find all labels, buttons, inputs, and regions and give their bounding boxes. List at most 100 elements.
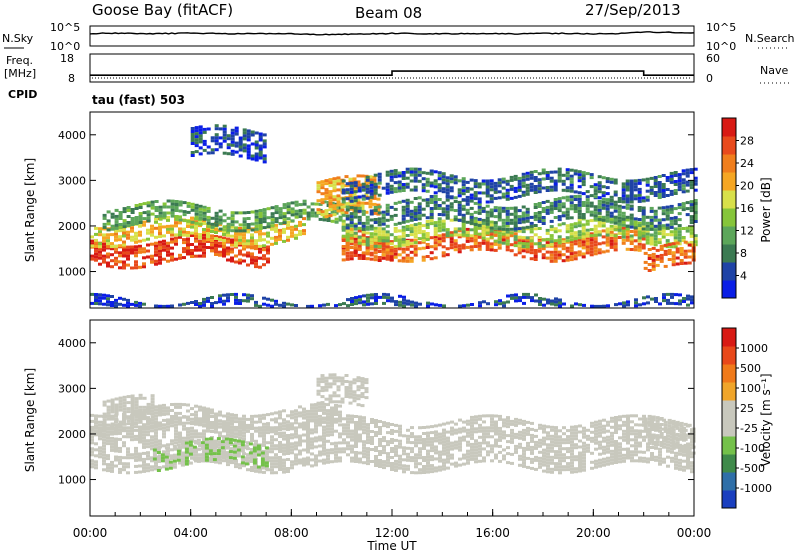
heatmap-cell bbox=[610, 443, 614, 447]
heatmap-cell bbox=[230, 220, 235, 224]
heatmap-cell bbox=[550, 470, 554, 474]
heatmap-cell bbox=[290, 225, 294, 229]
heatmap-cell bbox=[270, 227, 274, 231]
heatmap-cell bbox=[613, 193, 618, 197]
heatmap-cell bbox=[506, 294, 510, 298]
heatmap-cell bbox=[286, 443, 290, 446]
heatmap-cell bbox=[622, 420, 626, 424]
heatmap-cell bbox=[353, 240, 358, 244]
heatmap-cell bbox=[525, 186, 530, 190]
heatmap-cell bbox=[641, 246, 646, 250]
heatmap-cell bbox=[286, 205, 291, 209]
heatmap-cell bbox=[358, 295, 362, 299]
heatmap-cell bbox=[617, 204, 622, 208]
heatmap-cell bbox=[602, 463, 606, 467]
heatmap-cell bbox=[158, 442, 162, 446]
heatmap-cell bbox=[457, 247, 462, 251]
heatmap-cell bbox=[581, 226, 586, 230]
heatmap-cell bbox=[614, 455, 618, 458]
heatmap-cell bbox=[230, 241, 234, 245]
heatmap-cell bbox=[389, 205, 394, 209]
heatmap-cell bbox=[250, 228, 255, 232]
heatmap-cell bbox=[202, 142, 207, 146]
heatmap-cell bbox=[510, 434, 514, 438]
heatmap-cell bbox=[497, 246, 502, 250]
heatmap-cell bbox=[474, 418, 478, 422]
heatmap-cell bbox=[433, 200, 438, 204]
heatmap-cell bbox=[510, 428, 514, 432]
heatmap-cell bbox=[373, 258, 378, 262]
heatmap-cell bbox=[326, 433, 330, 437]
heatmap-cell bbox=[534, 443, 538, 447]
heatmap-cell bbox=[466, 461, 470, 465]
heatmap-cell bbox=[158, 232, 162, 235]
heatmap-cell bbox=[122, 243, 126, 247]
heatmap-cell bbox=[401, 225, 406, 229]
heatmap-cell bbox=[509, 221, 514, 225]
heatmap-cell bbox=[401, 247, 406, 251]
heatmap-cell bbox=[522, 292, 526, 296]
heatmap-cell bbox=[142, 469, 146, 473]
heatmap-cell bbox=[426, 301, 430, 305]
heatmap-cell bbox=[433, 230, 438, 234]
heatmap-cell bbox=[349, 212, 354, 216]
heatmap-cell bbox=[649, 233, 654, 237]
heatmap-cell bbox=[473, 191, 478, 195]
heatmap-cell bbox=[430, 431, 434, 435]
heatmap-cell bbox=[581, 174, 586, 178]
heatmap-cell bbox=[610, 416, 614, 420]
heatmap-cell bbox=[542, 448, 546, 452]
heatmap-cell bbox=[369, 224, 374, 228]
heatmap-cell bbox=[102, 429, 106, 433]
heatmap-cell bbox=[481, 224, 486, 228]
heatmap-cell bbox=[590, 430, 594, 434]
heatmap-cell bbox=[466, 431, 470, 435]
heatmap-cell bbox=[110, 466, 114, 470]
heatmap-cell bbox=[477, 244, 482, 248]
heatmap-cell bbox=[322, 449, 326, 453]
heatmap-cell bbox=[373, 229, 378, 233]
heatmap-cell bbox=[593, 230, 598, 234]
heatmap-cell bbox=[457, 235, 462, 239]
heatmap-cell bbox=[493, 233, 498, 237]
heatmap-cell bbox=[605, 227, 610, 231]
heatmap-cell bbox=[409, 250, 414, 254]
heatmap-cell bbox=[413, 232, 418, 236]
heatmap-cell bbox=[234, 260, 238, 264]
heatmap-cell bbox=[94, 258, 98, 262]
heatmap-cell bbox=[345, 223, 350, 227]
heatmap-cell bbox=[98, 230, 102, 234]
heatmap-cell bbox=[202, 420, 206, 424]
heatmap-cell bbox=[625, 238, 630, 242]
heatmap-cell bbox=[405, 243, 410, 246]
heatmap-cell bbox=[469, 193, 474, 197]
heatmap-cell bbox=[110, 460, 114, 464]
heatmap-cell bbox=[473, 216, 478, 220]
heatmap-cell bbox=[613, 206, 618, 210]
heatmap-cell bbox=[585, 251, 590, 255]
heatmap-cell bbox=[130, 426, 134, 430]
heatmap-cell bbox=[597, 184, 602, 188]
heatmap-cell bbox=[322, 440, 326, 444]
heatmap-cell bbox=[393, 213, 398, 217]
heatmap-cell bbox=[569, 180, 574, 184]
heatmap-cell bbox=[469, 206, 474, 210]
heatmap-cell bbox=[462, 453, 466, 457]
heatmap-cell bbox=[354, 296, 358, 300]
heatmap-cell bbox=[621, 205, 626, 209]
heatmap-cell bbox=[601, 197, 606, 201]
heatmap-cell bbox=[693, 220, 698, 223]
heatmap-cell bbox=[366, 456, 370, 460]
heatmap-cell bbox=[401, 243, 406, 247]
heatmap-cell bbox=[630, 426, 634, 430]
heatmap-cell bbox=[374, 425, 378, 428]
heatmap-cell bbox=[234, 295, 238, 299]
heatmap-cell bbox=[606, 438, 610, 442]
heatmap-cell bbox=[214, 228, 218, 231]
heatmap-cell bbox=[110, 265, 114, 269]
heatmap-cell bbox=[110, 463, 114, 467]
heatmap-cell bbox=[397, 244, 402, 248]
heatmap-cell bbox=[593, 243, 598, 247]
heatmap-cell bbox=[290, 303, 294, 307]
heatmap-cell bbox=[162, 426, 166, 430]
